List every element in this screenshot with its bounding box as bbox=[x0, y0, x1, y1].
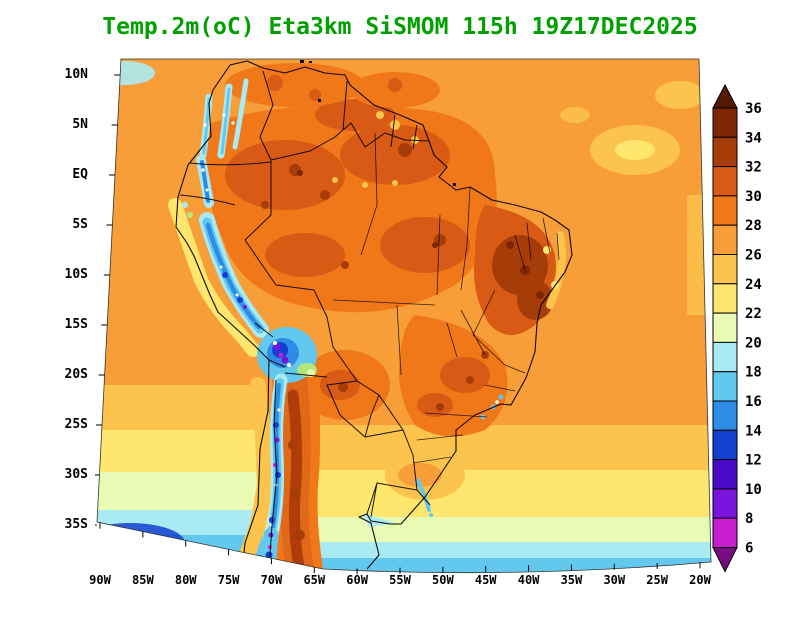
temperature-field bbox=[97, 59, 711, 573]
lon-label: 40W bbox=[517, 573, 540, 587]
lon-label: 35W bbox=[560, 573, 583, 587]
amazon-hot-region bbox=[202, 99, 497, 313]
colorbar-segment bbox=[712, 459, 738, 490]
lat-label: 10S bbox=[64, 267, 88, 282]
colorbar-tick-label: 24 bbox=[745, 277, 762, 293]
lat-label: 15S bbox=[64, 317, 88, 332]
colorbar-tick-label: 20 bbox=[745, 335, 762, 351]
coastline bbox=[175, 60, 573, 573]
colorbar-segment bbox=[712, 312, 738, 343]
lon-label: 90W bbox=[89, 573, 111, 587]
temperature-map bbox=[95, 58, 712, 575]
lon-label: 75W bbox=[217, 573, 240, 587]
colorbar-segment bbox=[712, 136, 738, 168]
colorbar-arrow-top bbox=[712, 83, 738, 109]
lat-label: 30S bbox=[64, 467, 88, 482]
colorbar-segment bbox=[712, 195, 738, 226]
colorbar-tick-label: 6 bbox=[745, 541, 753, 557]
colorbar-segment bbox=[712, 283, 738, 314]
lat-label: 20S bbox=[64, 367, 88, 382]
colorbar-segment bbox=[712, 341, 738, 373]
lat-label: 10N bbox=[64, 67, 88, 82]
lat-label: 5N bbox=[72, 117, 88, 132]
lat-label: 5S bbox=[72, 217, 88, 232]
south-brazil-warm-core bbox=[398, 463, 442, 487]
lat-label: 35S bbox=[64, 517, 88, 532]
lon-label: 70W bbox=[260, 573, 283, 587]
colorbar-tick-label: 26 bbox=[745, 248, 762, 264]
colorbar-tick-label: 28 bbox=[745, 218, 762, 234]
colorbar-tick-label: 22 bbox=[745, 306, 762, 322]
lat-label: EQ bbox=[72, 167, 88, 182]
colorbar-tick-label: 10 bbox=[745, 482, 762, 498]
colorbar-tick-label: 18 bbox=[745, 365, 762, 381]
colorbar-segment bbox=[712, 488, 738, 519]
colorbar-tick-label: 16 bbox=[745, 394, 762, 410]
lon-label: 85W bbox=[132, 573, 154, 587]
lon-label: 60W bbox=[346, 573, 368, 587]
central-brazil bbox=[399, 315, 508, 437]
colorbar-segment bbox=[712, 224, 738, 255]
colorbar-tick-label: 14 bbox=[745, 423, 762, 439]
lon-label: 55W bbox=[389, 573, 411, 587]
colorbar-tick-label: 30 bbox=[745, 189, 762, 205]
colorbar-arrow-bottom bbox=[712, 547, 738, 573]
colorbar-segment bbox=[712, 371, 738, 402]
colorbar-tick-label: 34 bbox=[745, 130, 762, 146]
colorbar-tick-label: 36 bbox=[745, 101, 762, 117]
colorbar-tick-label: 12 bbox=[745, 453, 762, 469]
lon-label: 80W bbox=[174, 573, 197, 587]
lon-label: 30W bbox=[603, 573, 626, 587]
colorbar-tick-label: 32 bbox=[745, 160, 762, 176]
colorbar: 36 34 32 30 28 26 24 22 20 18 16 14 12 10 8 6 bbox=[712, 83, 762, 573]
northeast-brazil-hot bbox=[474, 205, 566, 335]
page-title: Temp.2m(oC) Eta3km SiSMOM 115h 19Z17DEC2… bbox=[102, 14, 698, 40]
colorbar-legend: 36 34 32 30 28 26 24 22 20 18 16 14 12 10 8 6 bbox=[711, 83, 796, 589]
country-borders bbox=[179, 70, 431, 572]
map-domain-outline bbox=[96, 58, 712, 574]
lon-label: 50W bbox=[432, 573, 454, 587]
lat-label: 25S bbox=[64, 417, 88, 432]
lon-label: 25W bbox=[646, 573, 668, 587]
axis-ticks bbox=[95, 74, 701, 575]
colorbar-segment bbox=[712, 517, 738, 549]
lon-label: 20W bbox=[689, 573, 711, 587]
colorbar-segment bbox=[712, 166, 738, 197]
nw-corner-cool bbox=[97, 61, 155, 85]
colorbar-segment bbox=[712, 429, 738, 461]
colorbar-segment bbox=[712, 400, 738, 431]
state-borders bbox=[332, 132, 560, 464]
lon-label: 45W bbox=[474, 573, 497, 587]
colorbar-tick-label: 8 bbox=[745, 511, 753, 527]
colorbar-segment bbox=[712, 107, 738, 138]
argentina-hot-strip bbox=[270, 332, 323, 573]
colorbar-segment bbox=[712, 254, 738, 285]
andes-ridge bbox=[182, 78, 317, 573]
lon-label: 65W bbox=[303, 573, 326, 587]
